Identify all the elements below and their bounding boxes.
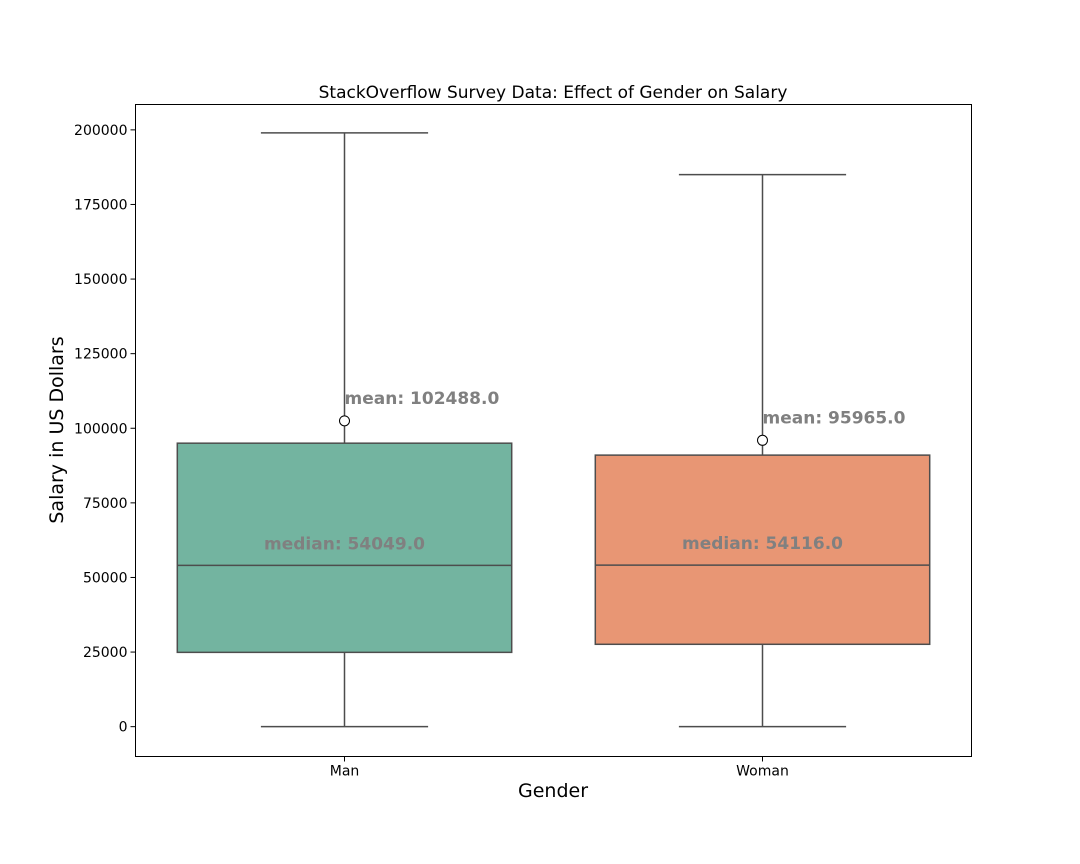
median-label: median: 54049.0 [264,534,425,554]
mean-label: mean: 102488.0 [345,389,500,409]
plot-area [135,104,972,757]
x-axis-ticks: Man Woman [330,756,789,780]
median-label: median: 54116.0 [682,534,843,554]
y-tick-label: 100000 [74,421,127,437]
y-axis-ticks: 0 25000 50000 75000 100000 125000 150000 175000… [74,123,136,736]
box-group-woman: mean: 95965.0 median: 54116.0 [594,173,931,728]
y-tick-label: 200000 [74,123,127,139]
y-tick-label: 0 [119,720,128,736]
y-axis-label: Salary in US Dollars [46,336,68,523]
mean-marker [339,415,350,427]
box-group-man: mean: 102488.0 median: 54049.0 [176,132,513,728]
y-tick-label: 25000 [83,645,128,661]
box-iqr [594,454,931,646]
mean-label: mean: 95965.0 [763,408,906,428]
box-iqr [176,442,513,654]
y-tick-label: 75000 [83,496,128,512]
y-tick-label: 150000 [74,272,127,288]
chart-title: StackOverflow Survey Data: Effect of Gen… [319,83,788,103]
y-tick-label: 50000 [83,570,128,586]
x-tick-label: Man [330,764,360,780]
y-tick-label: 175000 [74,197,127,213]
y-tick-label: 125000 [74,347,127,363]
mean-marker [757,434,768,446]
x-tick-label: Woman [736,764,789,780]
box-plots: mean: 102488.0 median: 54049.0 mean: 95965… [176,132,931,728]
x-axis-label: Gender [518,780,588,802]
